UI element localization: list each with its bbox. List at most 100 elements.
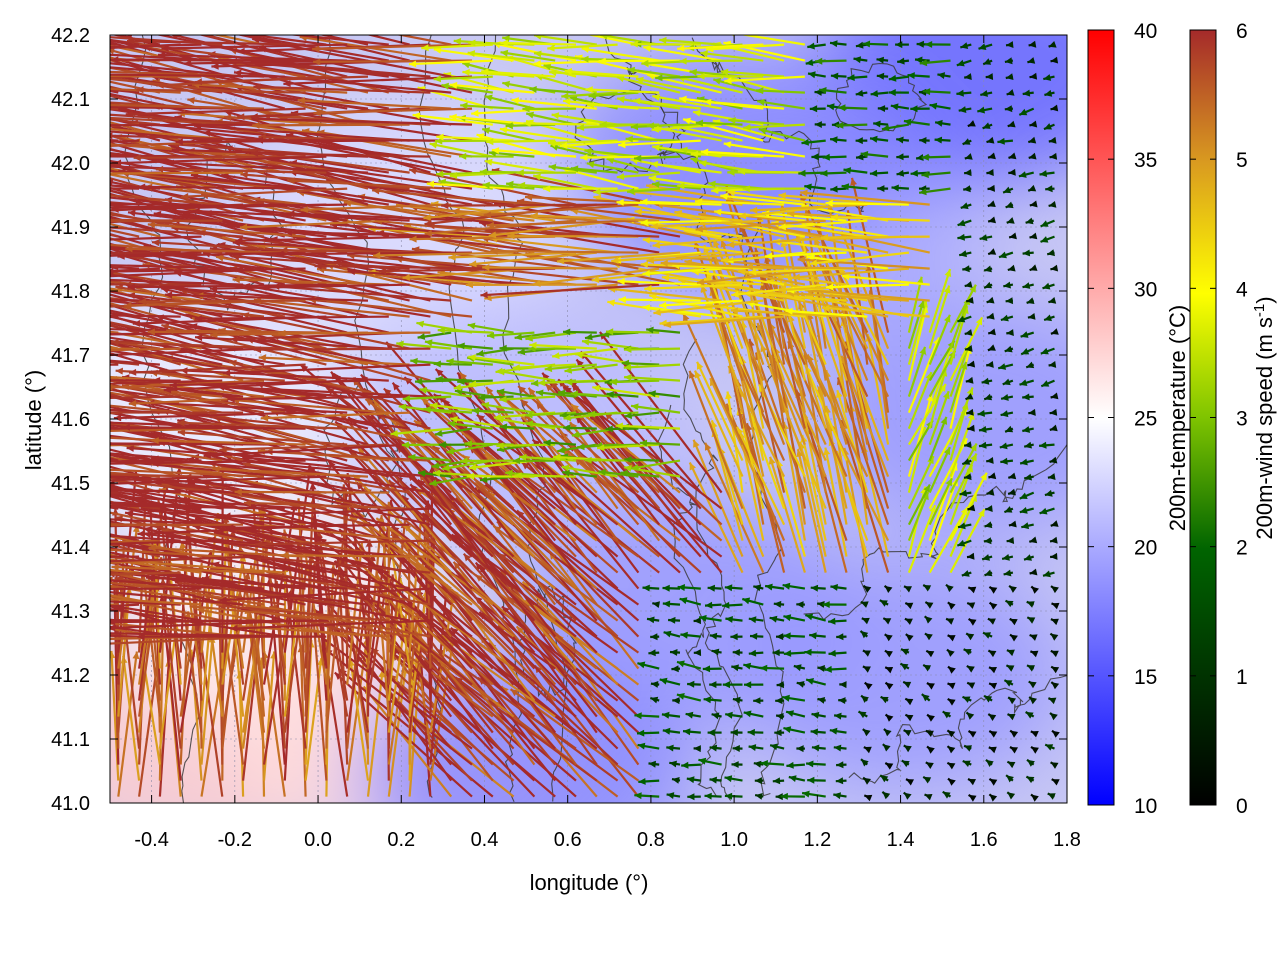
wind-vector-head [102, 102, 109, 109]
wind-vector-head [31, 27, 39, 34]
wind-vector [496, 445, 555, 446]
wind-vector-head [65, 245, 72, 252]
x-tick-label: 0.6 [554, 829, 582, 851]
wind-vector-head [97, 173, 105, 180]
wind-vector [0, 381, 118, 386]
wind-vector-head [35, 157, 43, 164]
wind-vector-head [57, 331, 64, 338]
wind-vector-head [45, 72, 52, 79]
wind-vector-head [87, 110, 95, 117]
wind-vector-head [81, 433, 88, 440]
y-tick-label: 41.3 [51, 601, 90, 623]
wind-vector-head [64, 434, 72, 441]
wind-vector-head [98, 480, 106, 487]
wind-vector-head [34, 256, 42, 263]
wind-vector [0, 125, 118, 133]
wind-vector-head [0, 407, 3, 414]
wind-vector-head [12, 216, 19, 223]
wind-vector-head [73, 113, 80, 120]
wind-vector-head [53, 199, 61, 206]
wind-vector [108, 621, 326, 622]
wind-vector-head [55, 261, 62, 268]
wind-vector [647, 125, 701, 126]
wind-vector-head [96, 36, 104, 43]
wind-vector-head [20, 571, 27, 578]
wind-vector-head [3, 320, 11, 327]
wind-vector-head [18, 129, 26, 136]
wind-vector-head [29, 237, 37, 244]
wind-vector-head [54, 497, 61, 504]
wind-vector [435, 141, 493, 142]
wind-vector [252, 125, 409, 126]
wind-vector-head [101, 446, 109, 453]
wind-vector-head [93, 210, 101, 217]
wind-vector-head [559, 26, 567, 33]
wind-vector-head [93, 288, 101, 295]
wind-vector [624, 349, 680, 350]
wind-vector-head [92, 36, 100, 43]
wind-vector-head [0, 89, 1, 96]
wind-vector [0, 186, 118, 205]
wind-vector [826, 203, 909, 205]
wind-vector [0, 184, 118, 189]
wind-vector [254, 349, 431, 350]
wind-vector-head [17, 106, 25, 113]
wind-vector-head [101, 630, 108, 637]
wind-vector [0, 59, 118, 61]
wind-vector-head [86, 184, 94, 191]
wind-vector-head [93, 380, 101, 387]
wind-vector-head [206, 26, 214, 33]
wind-vector-head [46, 54, 54, 61]
wind-vector-head [24, 349, 31, 356]
y-axis-label: latitude (°) [21, 370, 46, 471]
wind-vector-head [131, 15, 139, 22]
wind-vector-head [18, 18, 26, 25]
wind-vector-head [25, 551, 33, 558]
wind-vector-head [0, 68, 1, 75]
wind-vector-head [6, 256, 13, 263]
wind-vector-head [0, 46, 7, 53]
wind-vector-head [93, 304, 100, 311]
wind-vector [821, 237, 930, 238]
wind-vector [738, 171, 805, 172]
wind-vector-head [63, 636, 70, 643]
wind-vector-head [230, 0, 238, 5]
wind-vector-head [24, 254, 32, 261]
wind-colorbar-tick-label: 5 [1236, 149, 1248, 172]
wind-vector-head [83, 505, 91, 512]
wind-vector [0, 573, 118, 589]
wind-vector-head [35, 67, 43, 74]
wind-vector-head [0, 567, 6, 574]
wind-vector-head [65, 576, 73, 583]
wind-vector-head [69, 440, 76, 447]
wind-vector-head [65, 585, 73, 592]
wind-vector [0, 253, 118, 259]
wind-vector-head [82, 71, 89, 78]
wind-vector [0, 321, 118, 333]
wind-vector-head [84, 558, 91, 565]
wind-vector [0, 49, 118, 76]
wind-vector-head [74, 502, 81, 509]
wind-vector-head [73, 122, 80, 129]
wind-vector-head [7, 58, 15, 65]
wind-vector-head [24, 281, 31, 288]
wind-vector-head [3, 543, 10, 550]
wind-vector [486, 141, 555, 142]
wind-colorbar-tick-label: 6 [1236, 20, 1248, 43]
x-tick-label: 0.0 [304, 829, 332, 851]
wind-vector-head [30, 476, 38, 483]
wind-vector [0, 429, 118, 445]
wind-colorbar-label-end: ) [1252, 296, 1277, 303]
x-tick-label: 0.2 [387, 829, 415, 851]
wind-vector-head [291, 12, 299, 19]
wind-vector-head [92, 125, 100, 132]
y-tick-label: 41.0 [51, 793, 90, 815]
wind-vector-head [0, 520, 4, 527]
x-tick-label: -0.4 [134, 829, 168, 851]
wind-vector-head [61, 239, 68, 246]
wind-vector-head [94, 170, 101, 177]
wind-vector-head [100, 143, 107, 150]
wind-vector [0, 505, 118, 525]
temperature-colorbar-tick-label: 35 [1134, 149, 1157, 172]
